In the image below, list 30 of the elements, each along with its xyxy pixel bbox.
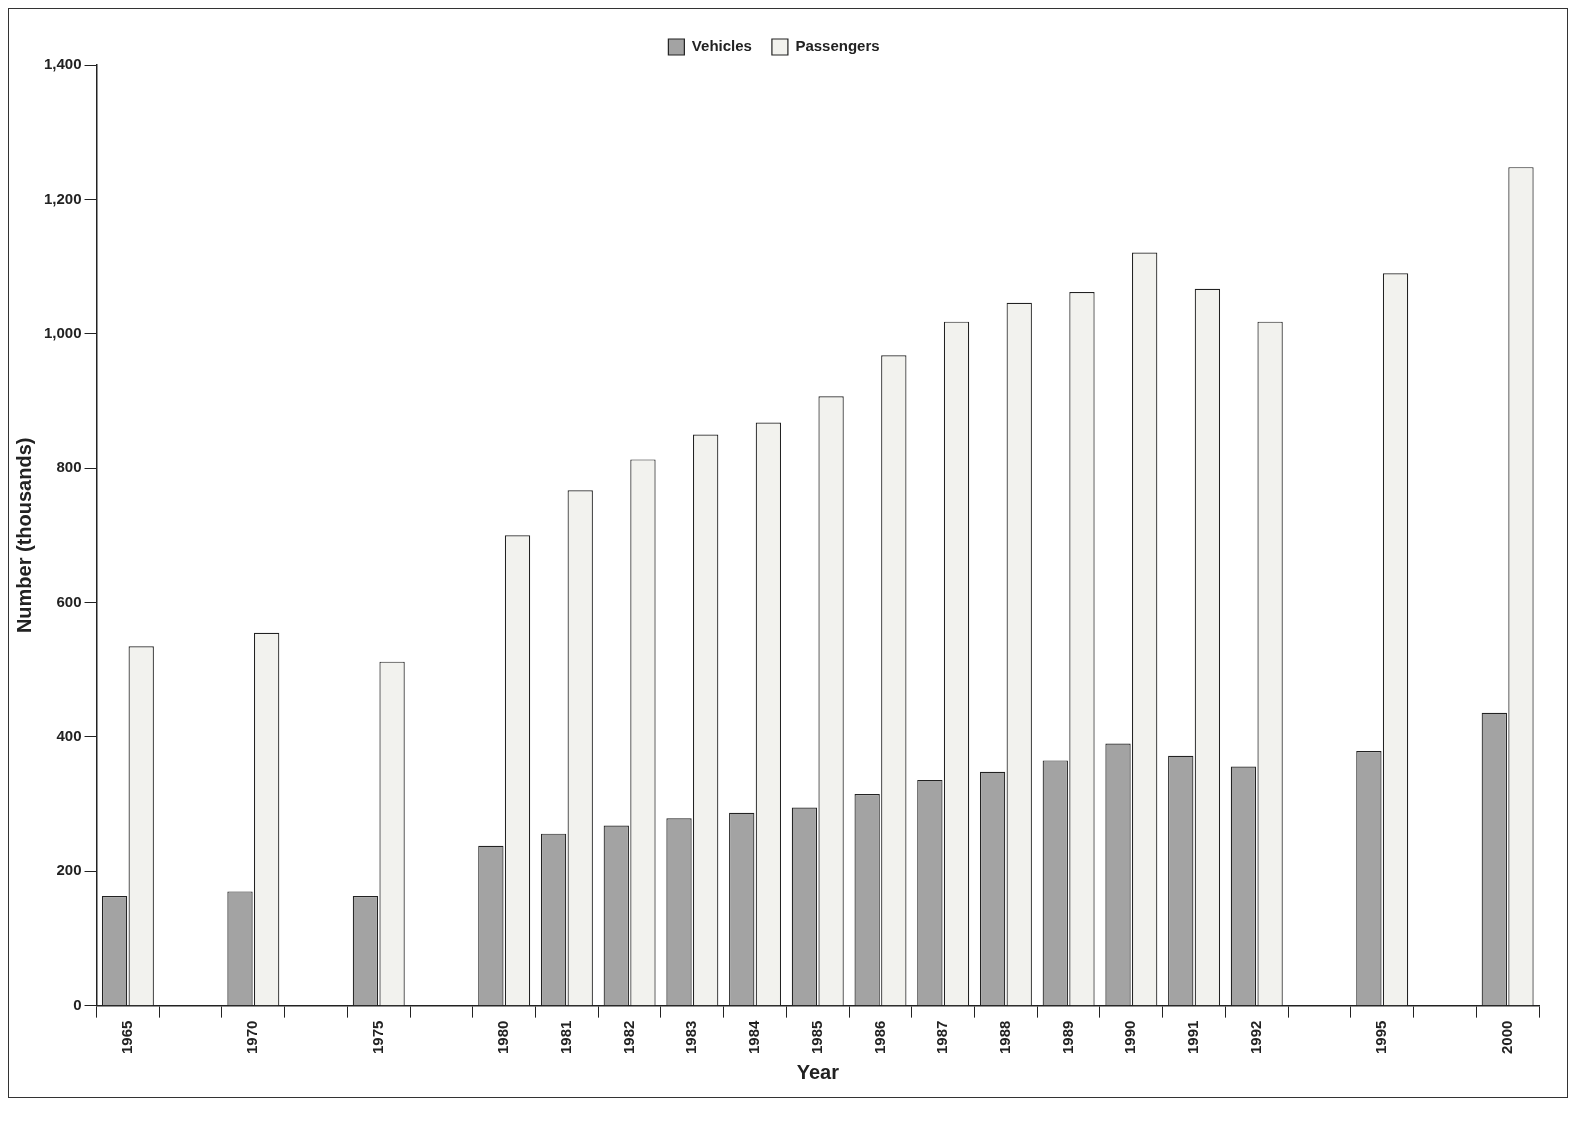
x-tick-label: 1987 xyxy=(933,1020,951,1055)
x-tick-label: 1992 xyxy=(1246,1020,1264,1055)
x-tick-label: 1988 xyxy=(996,1020,1014,1055)
x-tick-label: 1989 xyxy=(1058,1020,1076,1055)
y-tick-label: 0 xyxy=(73,995,82,1013)
x-tick-label: 1995 xyxy=(1372,1020,1390,1055)
y-axis-title: Number (thousands) xyxy=(12,437,35,634)
x-tick-label: 1991 xyxy=(1184,1020,1202,1055)
x-tick-label: 1984 xyxy=(745,1019,763,1055)
x-tick-label: 1982 xyxy=(619,1020,637,1055)
y-tick-label: 1,000 xyxy=(43,323,82,341)
x-tick-label: 1990 xyxy=(1121,1020,1139,1055)
x-tick-label: 1985 xyxy=(807,1020,825,1055)
y-tick-label: 400 xyxy=(56,727,82,745)
legend-label: Passengers xyxy=(795,37,880,55)
legend-label: Vehicles xyxy=(691,37,752,55)
x-axis-title: Year xyxy=(796,1060,840,1083)
x-tick-label: 1986 xyxy=(870,1020,888,1055)
x-tick-label: 1981 xyxy=(557,1020,575,1055)
x-tick-label: 1970 xyxy=(243,1020,261,1055)
x-tick-label: 1975 xyxy=(368,1020,386,1055)
y-tick-label: 200 xyxy=(56,861,82,879)
y-tick-label: 800 xyxy=(56,458,82,476)
y-tick-label: 1,400 xyxy=(43,55,82,73)
x-tick-label: 1965 xyxy=(118,1020,136,1055)
x-tick-label: 2000 xyxy=(1497,1020,1515,1055)
y-tick-label: 600 xyxy=(56,592,82,610)
x-tick-label: 1980 xyxy=(494,1020,512,1055)
x-tick-label: 1983 xyxy=(682,1020,700,1055)
y-tick-label: 1,200 xyxy=(43,189,82,207)
